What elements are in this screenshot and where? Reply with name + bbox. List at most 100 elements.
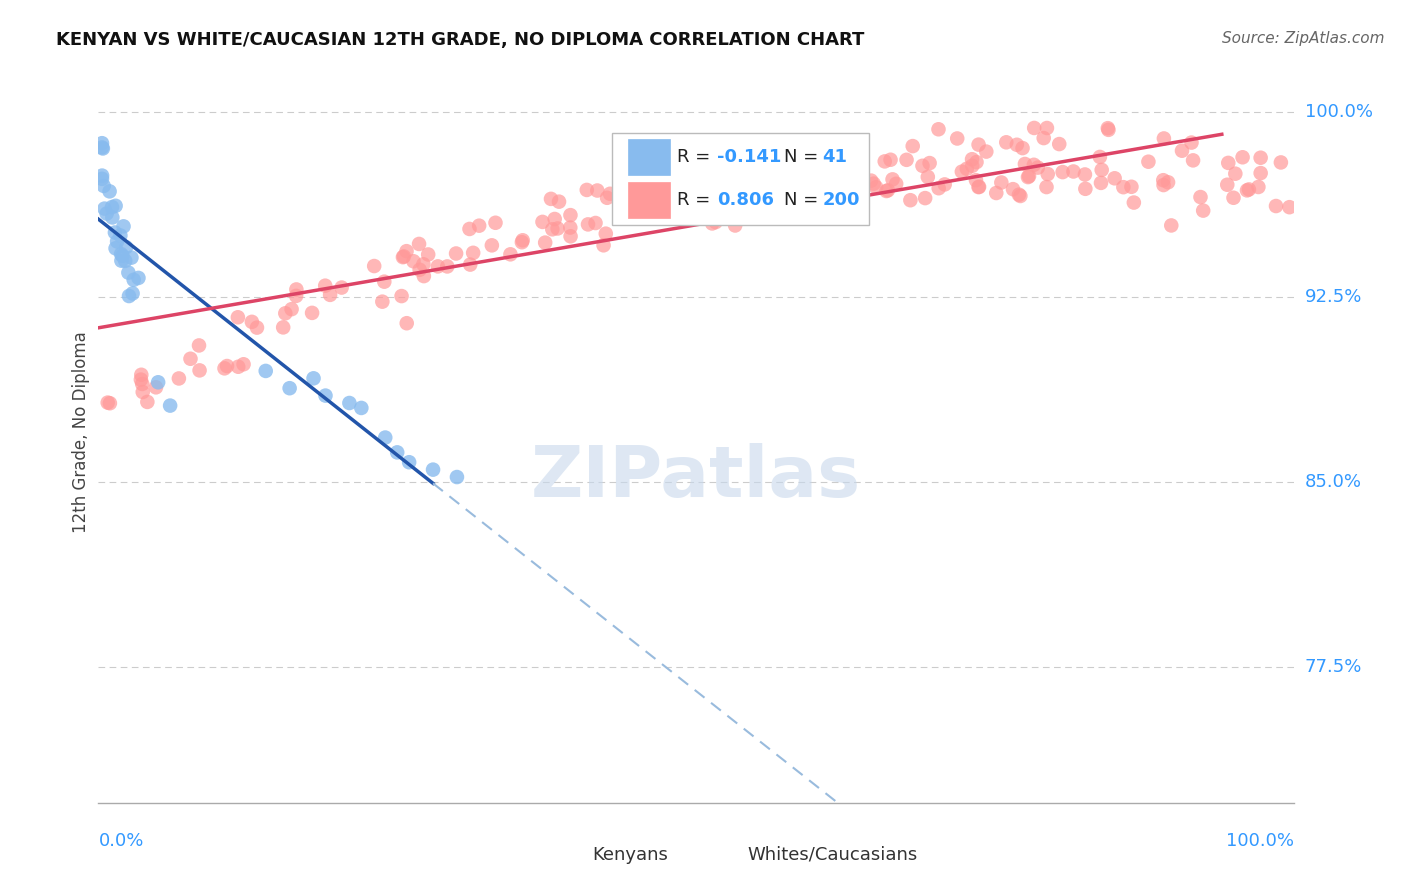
Point [865,180,887,194]
Point [1182,153,1205,168]
Point [842,149,865,163]
Point [636,185,658,199]
Point [676,194,699,209]
Point [540,192,562,206]
Text: 100.0%: 100.0% [1226,832,1294,850]
Point [879,153,901,167]
Point [91,136,114,151]
Text: -0.141: -0.141 [717,148,782,166]
Point [974,145,997,159]
Point [1153,131,1175,145]
Point [350,401,373,415]
Point [616,178,638,193]
Point [104,226,127,240]
Point [544,212,567,227]
Point [967,137,990,152]
Point [619,208,641,222]
Point [226,310,249,325]
Point [966,155,988,169]
Point [1236,183,1258,197]
Point [271,320,294,334]
Point [458,258,481,272]
Point [146,376,169,390]
Point [960,159,983,173]
Point [896,153,918,167]
Point [408,236,430,251]
Point [898,193,921,207]
Point [458,222,481,236]
Point [1171,144,1194,158]
Point [1250,151,1272,165]
Point [754,196,776,211]
Point [1017,170,1039,185]
Point [1036,167,1059,181]
Point [215,359,238,373]
Point [1024,120,1046,135]
Point [1001,182,1024,196]
Point [512,233,534,247]
Point [1218,156,1240,170]
Point [426,260,449,274]
Point [1022,158,1045,172]
Point [1032,131,1054,145]
Point [104,241,127,255]
Point [782,153,804,167]
Point [1047,137,1070,152]
Point [398,455,420,469]
Point [1062,164,1084,178]
Point [704,215,727,229]
Point [446,470,468,484]
Point [129,373,152,387]
Point [395,244,418,259]
Point [703,202,725,217]
Point [668,169,690,183]
Text: 0.0%: 0.0% [98,832,143,850]
Point [576,218,599,232]
Point [232,357,254,371]
Point [918,156,941,170]
Point [950,164,973,178]
Point [901,139,924,153]
Point [794,199,817,213]
Point [775,191,797,205]
Point [1026,161,1049,175]
Point [707,178,730,192]
Point [967,180,990,194]
Point [814,161,837,176]
Point [392,250,415,264]
Point [373,275,395,289]
Point [412,269,434,284]
Point [758,154,780,169]
Point [110,228,132,243]
Point [392,249,415,263]
Point [995,136,1018,150]
Point [960,152,983,166]
Point [422,463,444,477]
Text: R =: R = [676,148,716,166]
Point [638,202,661,216]
Point [122,273,145,287]
Point [1097,123,1119,137]
Point [1011,141,1033,155]
Point [862,177,884,191]
Point [93,178,115,193]
Point [547,221,569,235]
Point [132,384,155,399]
Point [131,376,153,391]
Point [790,169,813,183]
Point [697,172,720,186]
Point [436,260,458,274]
Text: N =: N = [785,191,824,209]
Point [560,229,582,244]
Point [575,183,598,197]
Point [101,211,124,225]
Point [1278,200,1301,214]
FancyBboxPatch shape [613,133,869,226]
Y-axis label: 12th Grade, No Diploma: 12th Grade, No Diploma [72,332,90,533]
Point [105,235,128,249]
Point [1010,189,1032,203]
Text: 0.806: 0.806 [717,191,775,209]
Point [1088,150,1111,164]
Text: KENYAN VS WHITE/CAUCASIAN 12TH GRADE, NO DIPLOMA CORRELATION CHART: KENYAN VS WHITE/CAUCASIAN 12TH GRADE, NO… [56,31,865,49]
Point [402,254,425,268]
